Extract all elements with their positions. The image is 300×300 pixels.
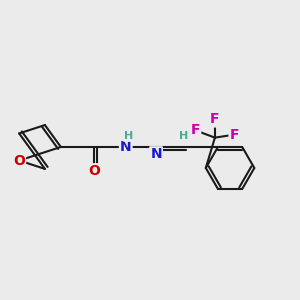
Text: F: F: [230, 128, 239, 142]
Text: F: F: [191, 123, 200, 137]
Text: H: H: [124, 131, 134, 141]
Text: O: O: [13, 154, 25, 167]
Text: H: H: [179, 131, 188, 141]
Text: F: F: [210, 112, 220, 127]
Text: N: N: [120, 140, 131, 154]
Text: N: N: [150, 147, 162, 161]
Text: O: O: [88, 164, 100, 178]
